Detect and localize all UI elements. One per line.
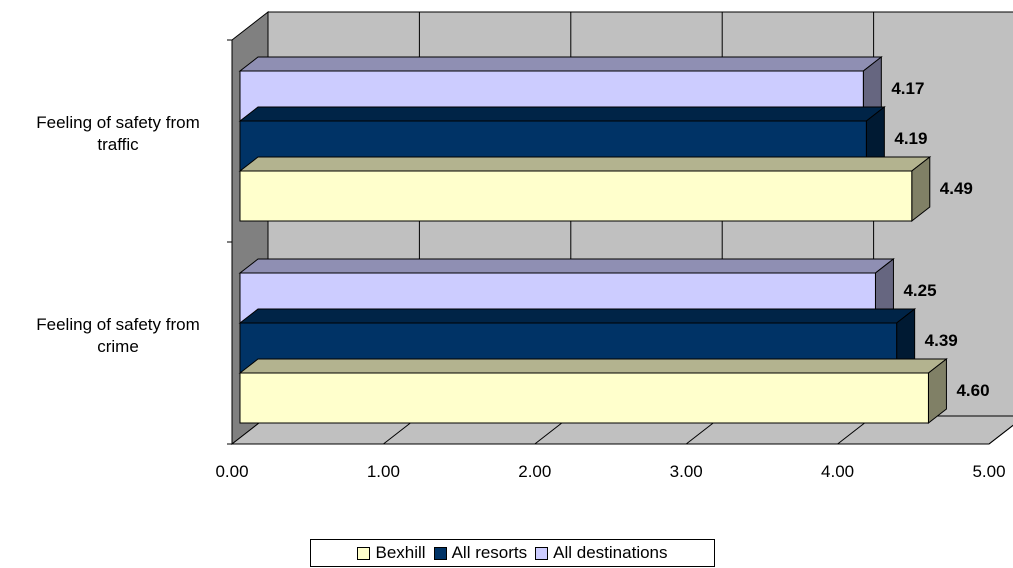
x-tick-label: 1.00 — [367, 462, 400, 481]
bar — [239, 170, 913, 222]
x-tick-label: 3.00 — [670, 462, 703, 481]
category-label: crime — [97, 337, 139, 356]
chart-legend: Bexhill All resorts All destinations — [310, 539, 715, 567]
data-label: 4.39 — [925, 331, 958, 350]
category-label: Feeling of safety from — [36, 113, 199, 132]
legend-swatch-bexhill — [357, 546, 371, 560]
data-label: 4.17 — [891, 79, 924, 98]
legend-label-all-resorts: All resorts — [451, 543, 528, 562]
legend-item-all-destinations: All destinations — [535, 543, 668, 563]
legend-item-bexhill: Bexhill — [357, 543, 426, 563]
category-label: Feeling of safety from — [36, 315, 199, 334]
bar-top-face — [238, 258, 895, 274]
bar-top-face — [238, 308, 917, 324]
category-label: traffic — [97, 135, 139, 154]
legend-swatch-all-resorts — [433, 546, 447, 560]
bar-top-face — [238, 56, 883, 72]
bar-top-face — [238, 156, 932, 172]
x-tick-label: 5.00 — [972, 462, 1005, 481]
x-tick-label: 2.00 — [518, 462, 551, 481]
bar-top-face — [238, 106, 886, 122]
data-label: 4.25 — [903, 281, 936, 300]
data-label: 4.60 — [956, 381, 989, 400]
legend-label-all-destinations: All destinations — [553, 543, 668, 562]
x-tick-label: 4.00 — [821, 462, 854, 481]
data-label: 4.19 — [894, 129, 927, 148]
bar — [239, 372, 929, 424]
legend-item-all-resorts: All resorts — [433, 543, 528, 563]
legend-label-bexhill: Bexhill — [375, 543, 426, 562]
gridline-floor — [988, 424, 1013, 445]
x-tick-label: 0.00 — [215, 462, 248, 481]
legend-swatch-all-destinations — [535, 546, 549, 560]
bar-top-face — [238, 358, 948, 374]
data-label: 4.49 — [940, 179, 973, 198]
